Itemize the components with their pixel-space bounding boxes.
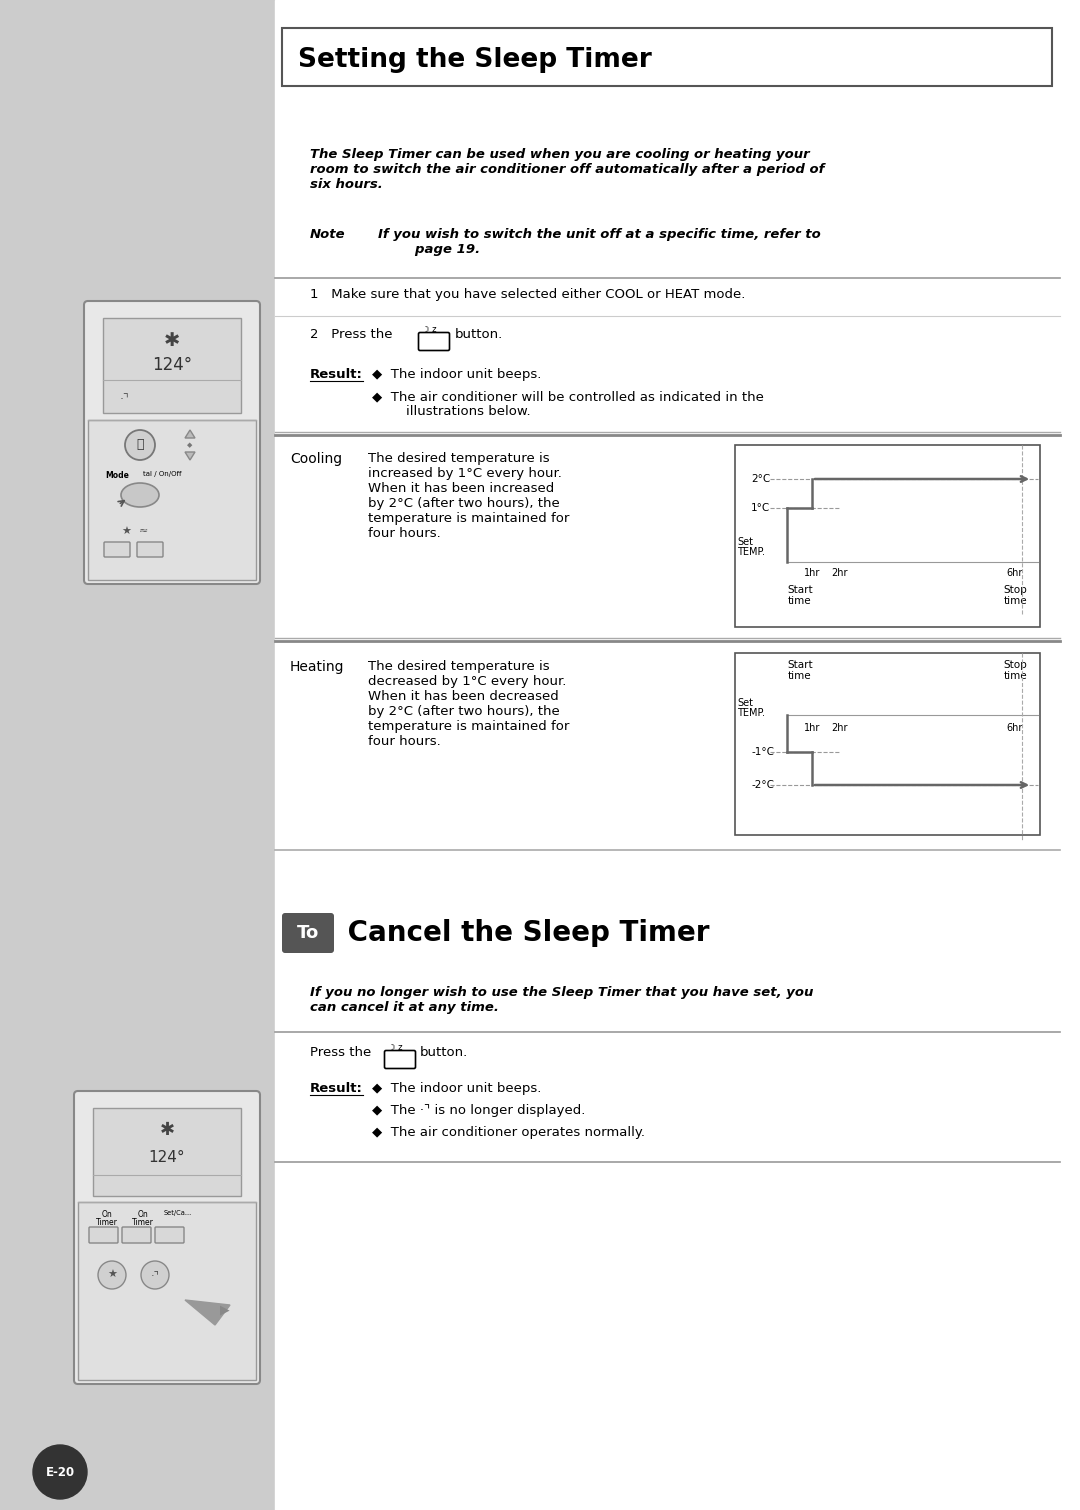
Bar (103, 319, 241, 414)
Bar (735, 445, 1040, 627)
FancyBboxPatch shape (137, 542, 163, 557)
Text: The desired temperature is
increased by 1°C every hour.
When it has been increas: The desired temperature is increased by … (368, 451, 569, 541)
FancyBboxPatch shape (419, 332, 449, 350)
Text: Press the: Press the (310, 1046, 372, 1059)
Polygon shape (185, 430, 195, 438)
Text: 2   Press the: 2 Press the (310, 328, 392, 341)
Text: On: On (102, 1210, 112, 1219)
Text: 1hr: 1hr (804, 723, 820, 732)
Text: -1°C: -1°C (751, 747, 774, 757)
Text: button.: button. (455, 328, 503, 341)
Text: Start: Start (787, 660, 813, 670)
Text: Start: Start (787, 584, 813, 595)
FancyBboxPatch shape (104, 542, 130, 557)
Bar (93, 1108, 241, 1196)
Text: Result:: Result: (310, 368, 363, 381)
Text: The Sleep Timer can be used when you are cooling or heating your
room to switch : The Sleep Timer can be used when you are… (310, 148, 824, 190)
FancyBboxPatch shape (89, 1228, 118, 1243)
Text: Mode: Mode (105, 471, 129, 480)
Text: -2°C: -2°C (751, 781, 774, 790)
Text: ◆  The ·⌝ is no longer displayed.: ◆ The ·⌝ is no longer displayed. (372, 1104, 585, 1117)
Text: Set: Set (737, 698, 753, 708)
Text: ·⌝: ·⌝ (120, 394, 130, 406)
Text: On: On (137, 1210, 148, 1219)
Text: TEMP.: TEMP. (737, 547, 765, 557)
Text: 1   Make sure that you have selected either COOL or HEAT mode.: 1 Make sure that you have selected eithe… (310, 288, 745, 300)
FancyBboxPatch shape (282, 29, 1052, 86)
Circle shape (33, 1445, 87, 1499)
Text: Cancel the Sleep Timer: Cancel the Sleep Timer (338, 920, 710, 947)
Text: TEMP.: TEMP. (737, 708, 765, 717)
Text: Set/Ca...: Set/Ca... (164, 1210, 192, 1216)
Text: button.: button. (420, 1046, 469, 1059)
Text: time: time (1003, 596, 1027, 606)
Text: 1°C: 1°C (751, 503, 770, 513)
Text: ★: ★ (107, 1270, 117, 1280)
Text: 2°C: 2°C (751, 474, 770, 485)
Text: 2hr: 2hr (832, 568, 848, 578)
Text: ◆: ◆ (187, 442, 192, 448)
Bar (87, 420, 256, 580)
Bar (735, 652, 1040, 835)
FancyBboxPatch shape (75, 1092, 260, 1385)
Text: Stop: Stop (1003, 584, 1027, 595)
Text: time: time (1003, 670, 1027, 681)
Polygon shape (185, 451, 195, 461)
Text: Cooling: Cooling (291, 451, 342, 467)
FancyBboxPatch shape (282, 914, 334, 953)
Bar (0, 0, 275, 1510)
Text: Timer: Timer (132, 1219, 154, 1228)
Text: ◆  The air conditioner will be controlled as indicated in the
        illustrati: ◆ The air conditioner will be controlled… (372, 390, 764, 418)
FancyBboxPatch shape (84, 300, 260, 584)
Text: ⏻: ⏻ (136, 438, 144, 451)
FancyBboxPatch shape (384, 1051, 416, 1069)
Circle shape (141, 1261, 168, 1290)
Bar (275, 0, 1080, 1510)
Text: ◆  The air conditioner operates normally.: ◆ The air conditioner operates normally. (372, 1126, 645, 1139)
Text: time: time (788, 596, 812, 606)
Text: Result:: Result: (310, 1083, 363, 1095)
Text: The desired temperature is
decreased by 1°C every hour.
When it has been decreas: The desired temperature is decreased by … (368, 660, 569, 747)
FancyBboxPatch shape (122, 1228, 151, 1243)
Text: Note: Note (310, 228, 346, 242)
Text: tal / On/Off: tal / On/Off (143, 471, 181, 477)
Circle shape (125, 430, 156, 461)
Text: Heating: Heating (291, 660, 345, 673)
Text: ▶: ▶ (220, 1303, 230, 1317)
Text: 2hr: 2hr (832, 723, 848, 732)
Text: If you no longer wish to use the Sleep Timer that you have set, you
can cancel i: If you no longer wish to use the Sleep T… (310, 986, 813, 1015)
Text: Stop: Stop (1003, 660, 1027, 670)
Text: If you wish to switch the unit off at a specific time, refer to
        page 19.: If you wish to switch the unit off at a … (378, 228, 821, 257)
Ellipse shape (121, 483, 159, 507)
Text: ☽ z: ☽ z (422, 325, 436, 334)
Text: ◆  The indoor unit beeps.: ◆ The indoor unit beeps. (372, 368, 541, 381)
Text: E-20: E-20 (45, 1466, 75, 1478)
Text: time: time (788, 670, 812, 681)
Polygon shape (185, 1300, 230, 1324)
Bar (78, 1202, 256, 1380)
FancyBboxPatch shape (156, 1228, 184, 1243)
Text: 124°: 124° (152, 356, 192, 374)
Text: 1hr: 1hr (804, 568, 820, 578)
Text: ✱: ✱ (164, 331, 180, 349)
Text: Timer: Timer (96, 1219, 118, 1228)
Text: 6hr: 6hr (1007, 568, 1023, 578)
Text: ·⌝: ·⌝ (150, 1270, 160, 1280)
Text: Set: Set (737, 538, 753, 547)
Circle shape (98, 1261, 126, 1290)
Text: ☽ z: ☽ z (388, 1043, 403, 1052)
Text: ◆  The indoor unit beeps.: ◆ The indoor unit beeps. (372, 1083, 541, 1095)
Text: 124°: 124° (149, 1151, 186, 1166)
Text: ✱: ✱ (160, 1120, 175, 1139)
Text: Setting the Sleep Timer: Setting the Sleep Timer (298, 47, 651, 72)
Text: ★  ≈: ★ ≈ (122, 527, 148, 538)
Text: 6hr: 6hr (1007, 723, 1023, 732)
Text: To: To (297, 924, 319, 942)
